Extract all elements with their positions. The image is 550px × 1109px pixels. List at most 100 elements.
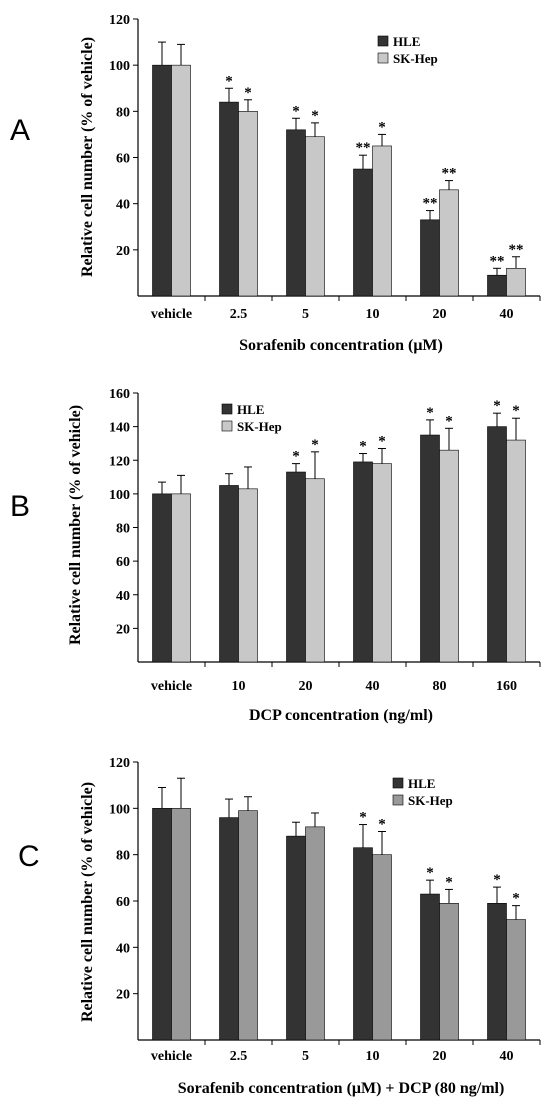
y-tick-label: 80 (116, 522, 130, 537)
bar-sk-hep (171, 808, 191, 1041)
significance-marker: * (445, 874, 453, 890)
bar-hle (152, 493, 172, 663)
significance-marker: ** (490, 253, 505, 269)
significance-marker: * (311, 437, 319, 453)
bar-hle (487, 274, 507, 297)
legend-label: SK-Hep (408, 793, 453, 808)
bar-sk-hep (238, 810, 258, 1041)
legend-label: HLE (237, 402, 264, 417)
x-tick-label: 40 (500, 307, 514, 322)
bar-sk-hep (372, 463, 392, 663)
legend-swatch (221, 420, 233, 432)
bar-sk-hep (439, 903, 459, 1041)
legend-label: SK-Hep (393, 51, 438, 66)
legend-swatch (392, 794, 404, 806)
y-axis-title: Relative cell number (% of vehicle) (67, 405, 84, 645)
y-tick-label: 20 (116, 244, 130, 259)
x-tick-label: 40 (366, 679, 380, 694)
significance-marker: * (359, 810, 367, 826)
y-tick-label: 60 (116, 555, 130, 570)
bar-hle (353, 168, 373, 297)
legend-swatch (221, 403, 233, 415)
x-tick-label: 40 (500, 1049, 514, 1064)
bar-hle (152, 64, 172, 297)
bar-hle (420, 219, 440, 297)
significance-marker: ** (423, 196, 438, 212)
significance-marker: ** (509, 242, 524, 258)
y-tick-label: 80 (116, 849, 130, 864)
x-tick-label: vehicle (151, 1049, 192, 1064)
bar-sk-hep (506, 919, 526, 1041)
y-tick-label: 40 (116, 589, 130, 604)
bar-sk-hep (372, 145, 392, 297)
bar-hle (286, 471, 306, 663)
y-tick-label: 60 (116, 152, 130, 167)
bar-sk-hep (238, 488, 258, 663)
x-axis-title: Sorafenib concentration (μM) + DCP (80 n… (178, 1080, 505, 1097)
x-tick-label: 2.5 (230, 1049, 248, 1064)
legend: HLE SK-Hep (377, 34, 438, 66)
y-tick-label: 60 (116, 895, 130, 910)
y-tick-label: 120 (109, 454, 130, 469)
bar-hle (487, 426, 507, 663)
bar-hle (487, 903, 507, 1041)
bar-hle (219, 817, 239, 1041)
bar-hle (219, 101, 239, 297)
chart-panel-b: B 20 40 60 80 100 120 140 160 Relative cell numbe… (10, 387, 541, 724)
bar-hle (219, 485, 239, 663)
x-tick-label: vehicle (151, 307, 192, 322)
bar-hle (286, 129, 306, 297)
bar-hle (286, 835, 306, 1041)
y-tick-label: 80 (116, 105, 130, 120)
legend-swatch (377, 35, 389, 47)
x-tick-label: 5 (302, 1049, 309, 1064)
x-tick-label: 20 (433, 1049, 447, 1064)
significance-marker: * (445, 413, 453, 429)
x-tick-label: 2.5 (230, 307, 248, 322)
y-axis-title: Relative cell number (% of vehicle) (79, 37, 96, 277)
y-tick-label: 160 (109, 387, 130, 402)
y-tick-label: 20 (116, 622, 130, 637)
significance-marker: * (378, 119, 386, 135)
significance-marker: * (378, 433, 386, 449)
bar-hle (353, 847, 373, 1041)
y-tick-label: 120 (109, 756, 130, 771)
y-tick-label: 20 (116, 988, 130, 1003)
legend-label: HLE (393, 34, 420, 49)
x-tick-label: 10 (232, 679, 246, 694)
bar-sk-hep (305, 826, 325, 1041)
x-axis-title: Sorafenib concentration (μM) (239, 337, 443, 354)
bar-sk-hep (439, 449, 459, 663)
x-tick-label: vehicle (151, 679, 192, 694)
x-tick-label: 80 (433, 679, 447, 694)
x-tick-label: 160 (496, 679, 517, 694)
y-tick-label: 120 (109, 13, 130, 28)
bar-sk-hep (305, 136, 325, 297)
bar-hle (152, 808, 172, 1041)
legend-swatch (377, 52, 389, 64)
significance-marker: * (493, 398, 501, 414)
significance-marker: * (359, 439, 367, 455)
x-tick-label: 20 (299, 679, 313, 694)
bar-sk-hep (171, 64, 191, 297)
y-tick-label: 100 (109, 802, 130, 817)
x-tick-label: 5 (302, 307, 309, 322)
panel-label: C (18, 840, 40, 873)
chart-panel-a: A 20 40 60 80 100 120 Relative cell number (% o… (10, 13, 541, 354)
legend: HLE SK-Hep (221, 402, 282, 434)
panel-label: A (10, 114, 30, 147)
significance-marker: * (512, 403, 520, 419)
significance-marker: * (512, 891, 520, 907)
bar-hle (420, 893, 440, 1041)
significance-marker: * (244, 85, 252, 101)
bar-sk-hep (171, 493, 191, 663)
significance-marker: * (292, 449, 300, 465)
legend-swatch (392, 777, 404, 789)
significance-marker: * (311, 108, 319, 124)
bar-sk-hep (305, 478, 325, 663)
significance-marker: * (292, 103, 300, 119)
bar-hle (420, 434, 440, 663)
legend-label: SK-Hep (237, 419, 282, 434)
bar-sk-hep (506, 439, 526, 663)
